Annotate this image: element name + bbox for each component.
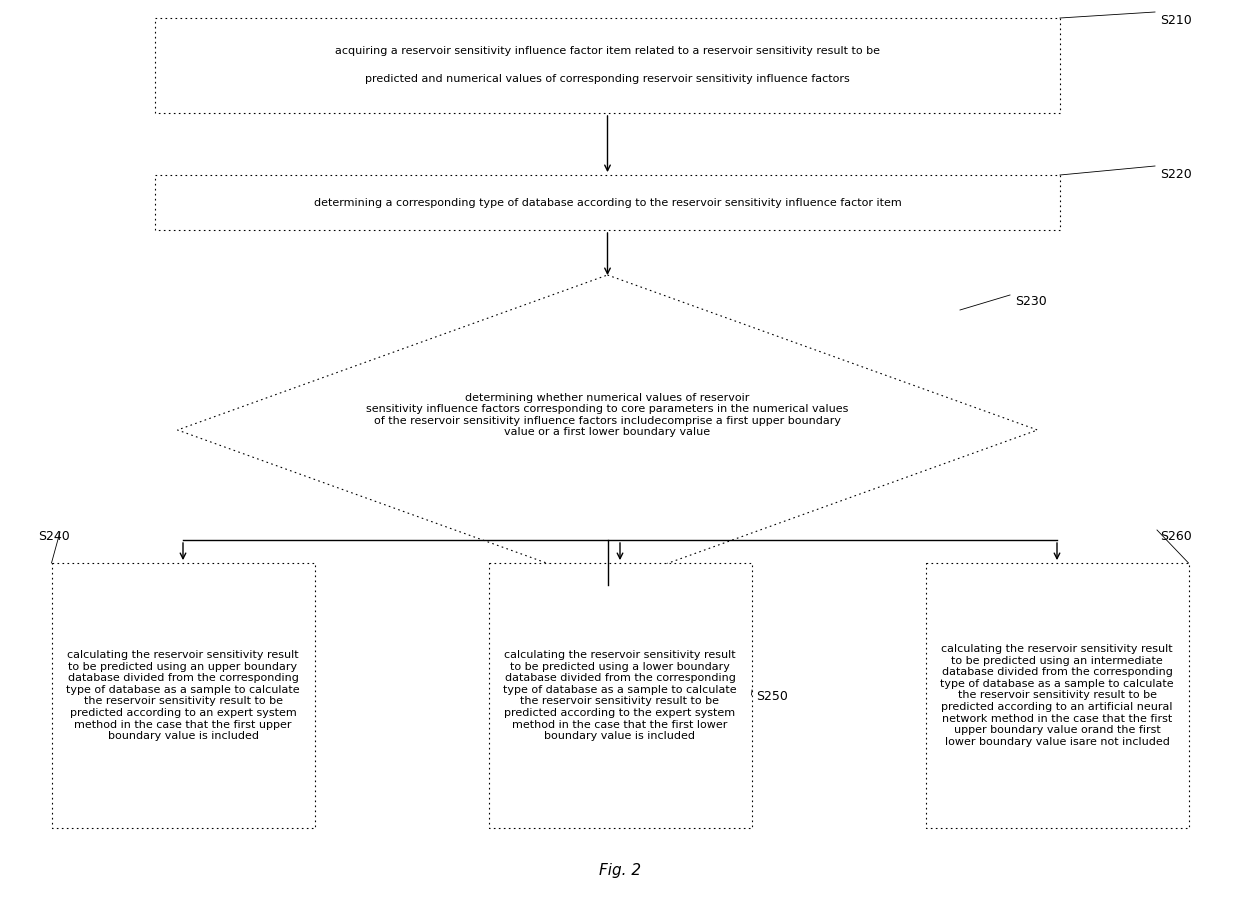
Text: S220: S220 xyxy=(1159,168,1192,181)
Text: S250: S250 xyxy=(756,690,787,703)
Text: predicted and numerical values of corresponding reservoir sensitivity influence : predicted and numerical values of corres… xyxy=(365,75,849,85)
Text: determining whether numerical values of reservoir
sensitivity influence factors : determining whether numerical values of … xyxy=(366,392,848,437)
Text: S230: S230 xyxy=(1016,295,1047,308)
Polygon shape xyxy=(177,275,1038,585)
Text: S210: S210 xyxy=(1159,14,1192,27)
Text: calculating the reservoir sensitivity result
to be predicted using a lower bound: calculating the reservoir sensitivity re… xyxy=(503,650,737,741)
Bar xyxy=(925,563,1188,828)
Text: S260: S260 xyxy=(1159,530,1192,543)
Text: determining a corresponding type of database according to the reservoir sensitiv: determining a corresponding type of data… xyxy=(314,198,901,207)
Text: calculating the reservoir sensitivity result
to be predicted using an intermedia: calculating the reservoir sensitivity re… xyxy=(940,644,1174,747)
Bar xyxy=(52,563,315,828)
Text: calculating the reservoir sensitivity result
to be predicted using an upper boun: calculating the reservoir sensitivity re… xyxy=(66,650,300,741)
Text: S240: S240 xyxy=(38,530,69,543)
Text: Fig. 2: Fig. 2 xyxy=(599,862,641,878)
Text: acquiring a reservoir sensitivity influence factor item related to a reservoir s: acquiring a reservoir sensitivity influe… xyxy=(335,47,880,57)
Bar xyxy=(489,563,751,828)
Bar xyxy=(155,18,1060,113)
Bar xyxy=(155,175,1060,230)
